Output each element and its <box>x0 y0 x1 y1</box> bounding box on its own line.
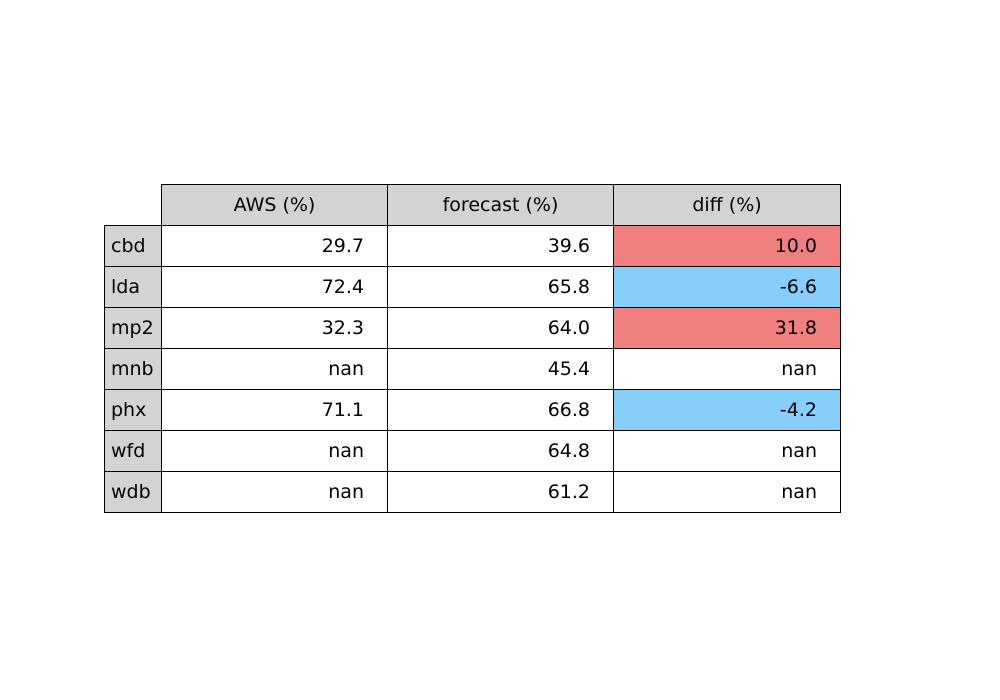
row-header: mp2 <box>104 307 162 349</box>
row-header: cbd <box>104 225 162 267</box>
column-header-diff: diff (%) <box>613 184 841 226</box>
table-cell-forecast: 61.2 <box>387 471 614 513</box>
table-cell-aws: 71.1 <box>161 389 388 431</box>
table-cell-aws: nan <box>161 430 388 472</box>
table-cell-forecast: 39.6 <box>387 225 614 267</box>
table-cell-diff: -6.6 <box>613 266 841 308</box>
table-cell-aws: nan <box>161 471 388 513</box>
row-header: wdb <box>104 471 162 513</box>
table-cell-aws: 72.4 <box>161 266 388 308</box>
table-cell-diff: nan <box>613 471 841 513</box>
table-header-row: AWS (%) forecast (%) diff (%) <box>105 184 841 226</box>
table-cell-aws: 29.7 <box>161 225 388 267</box>
row-header: phx <box>104 389 162 431</box>
table-cell-diff: nan <box>613 430 841 472</box>
table-cell-diff: nan <box>613 348 841 390</box>
table-cell-diff: 10.0 <box>613 225 841 267</box>
table-cell-forecast: 64.8 <box>387 430 614 472</box>
table-row: lda 72.4 65.8 -6.6 <box>104 266 841 308</box>
table-corner <box>105 185 162 226</box>
table-cell-aws: nan <box>161 348 388 390</box>
row-header: wfd <box>104 430 162 472</box>
table-cell-forecast: 64.0 <box>387 307 614 349</box>
column-header-forecast: forecast (%) <box>387 184 614 226</box>
table-cell-forecast: 66.8 <box>387 389 614 431</box>
data-table-container: AWS (%) forecast (%) diff (%) cbd 29.7 39.… <box>104 184 841 513</box>
table-cell-forecast: 65.8 <box>387 266 614 308</box>
table-cell-forecast: 45.4 <box>387 348 614 390</box>
row-header: mnb <box>104 348 162 390</box>
table-cell-diff: 31.8 <box>613 307 841 349</box>
table-row: mnb nan 45.4 nan <box>104 348 841 390</box>
table-cell-diff: -4.2 <box>613 389 841 431</box>
table-row: wfd nan 64.8 nan <box>104 430 841 472</box>
table-row: cbd 29.7 39.6 10.0 <box>104 225 841 267</box>
table-row: wdb nan 61.2 nan <box>104 471 841 513</box>
row-header: lda <box>104 266 162 308</box>
table-cell-aws: 32.3 <box>161 307 388 349</box>
table-body: cbd 29.7 39.6 10.0 lda 72.4 65.8 -6.6 mp2 32.3 64.… <box>104 225 841 513</box>
column-header-aws: AWS (%) <box>161 184 388 226</box>
table-row: phx 71.1 66.8 -4.2 <box>104 389 841 431</box>
data-table: AWS (%) forecast (%) diff (%) cbd 29.7 39.… <box>104 184 841 513</box>
table-row: mp2 32.3 64.0 31.8 <box>104 307 841 349</box>
